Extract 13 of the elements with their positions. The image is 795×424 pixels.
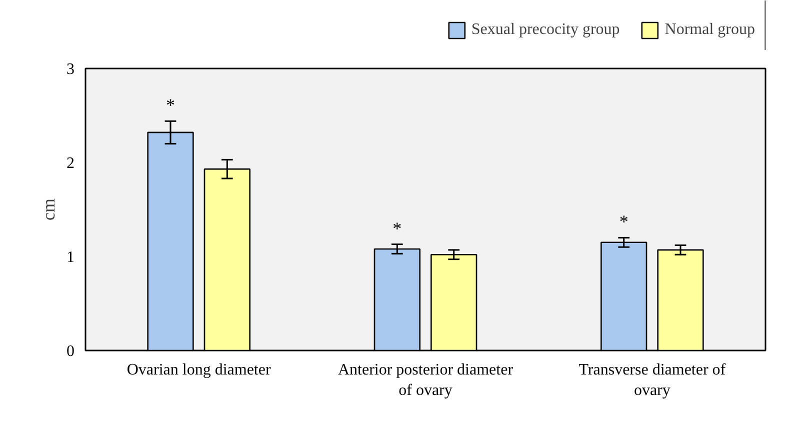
- y-tick-label: 1: [66, 249, 74, 266]
- legend-label: Sexual precocity group: [471, 21, 620, 39]
- annotation: *: [166, 95, 175, 116]
- annotation: *: [619, 212, 628, 232]
- x-tick-label: Transverse diameter of ovary: [578, 362, 726, 399]
- x-tick-label: Ovarian long diameter: [126, 362, 272, 378]
- y-tick-label: 0: [66, 343, 74, 360]
- y-tick-label: 2: [66, 155, 74, 172]
- x-tick-label: Anterior posterior diameter of ovary: [338, 362, 514, 399]
- y-axis-title: cm: [38, 198, 58, 220]
- y-tick-label: 3: [66, 61, 74, 78]
- annotation: *: [392, 218, 402, 238]
- legend-label: Normal group: [664, 21, 755, 39]
